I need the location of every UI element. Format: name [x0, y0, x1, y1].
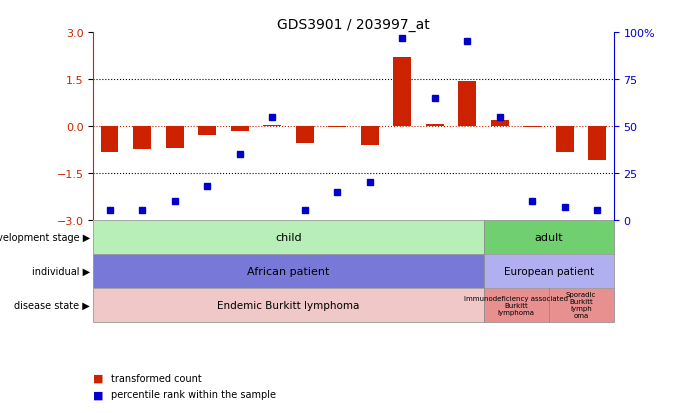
Bar [484, 254, 614, 288]
Text: ■: ■ [93, 389, 104, 399]
Text: child: child [275, 232, 302, 242]
Bar [93, 288, 484, 322]
Text: percentile rank within the sample: percentile rank within the sample [111, 389, 276, 399]
Bar [198, 126, 216, 136]
Bar [589, 126, 606, 161]
Bar [549, 288, 614, 322]
Text: ■: ■ [93, 373, 104, 383]
Text: adult: adult [534, 232, 563, 242]
Bar [491, 120, 509, 126]
Bar [101, 126, 118, 153]
Text: African patient: African patient [247, 266, 330, 276]
Bar [458, 81, 476, 126]
Text: Sporadic
Burkitt
lymph
oma: Sporadic Burkitt lymph oma [566, 292, 596, 318]
Text: individual ▶: individual ▶ [32, 266, 90, 276]
Title: GDS3901 / 203997_at: GDS3901 / 203997_at [277, 18, 430, 32]
Text: Endemic Burkitt lymphoma: Endemic Burkitt lymphoma [217, 300, 359, 310]
Bar [231, 126, 249, 131]
Bar [361, 126, 379, 145]
Bar [93, 254, 484, 288]
Text: transformed count: transformed count [111, 373, 201, 383]
Bar [556, 126, 574, 153]
Bar [133, 126, 151, 150]
Bar [484, 288, 549, 322]
Bar [523, 126, 541, 128]
Bar [328, 126, 346, 128]
Text: Immunodeficiency associated
Burkitt
lymphoma: Immunodeficiency associated Burkitt lymp… [464, 295, 568, 315]
Text: European patient: European patient [504, 266, 594, 276]
Bar [93, 220, 484, 254]
Bar [166, 126, 184, 148]
Bar [426, 125, 444, 126]
Bar [484, 220, 614, 254]
Text: disease state ▶: disease state ▶ [14, 300, 90, 310]
Bar [296, 126, 314, 144]
Bar [393, 58, 411, 126]
Text: development stage ▶: development stage ▶ [0, 232, 90, 242]
